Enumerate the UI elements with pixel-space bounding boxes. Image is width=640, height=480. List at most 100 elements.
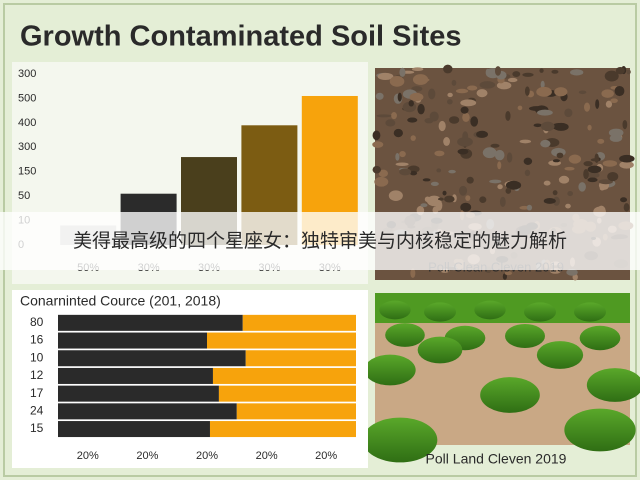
pebble [558, 175, 570, 184]
pebble [372, 165, 381, 174]
pebble [414, 77, 430, 82]
pebble [623, 203, 630, 212]
pebble [587, 177, 598, 183]
pebble [614, 85, 625, 97]
moss-mound [474, 300, 506, 320]
pebble [585, 171, 600, 179]
y-tick-label: 17 [30, 386, 44, 400]
pebble [566, 268, 578, 276]
pebble [479, 81, 496, 89]
pebble [375, 92, 384, 100]
moss-mound [524, 302, 556, 322]
pebble [460, 202, 472, 212]
pebble [424, 117, 434, 124]
pebble [540, 121, 555, 132]
pebble [594, 153, 599, 164]
pebble [504, 271, 513, 276]
pebble [554, 87, 568, 97]
pebble [619, 154, 635, 163]
pebble [598, 179, 613, 185]
moss-mound [564, 408, 636, 452]
pebble [424, 196, 431, 202]
pebble [537, 109, 553, 116]
pebble [389, 75, 405, 87]
pebble [570, 69, 584, 76]
pebble [490, 143, 500, 148]
pebble [524, 86, 530, 96]
pebble [410, 135, 416, 141]
bar-segment [245, 350, 356, 367]
pebble [460, 99, 477, 107]
bar-segment [242, 314, 356, 331]
y-tick-label: 15 [30, 421, 44, 435]
pebble [496, 81, 512, 90]
y-tick-label: 150 [18, 166, 36, 178]
bar-segment [212, 367, 356, 384]
pebble [438, 120, 446, 132]
pebble [622, 119, 628, 130]
pebble [604, 70, 619, 82]
pebble [619, 160, 634, 169]
bar-segment [58, 421, 210, 438]
pebble [376, 114, 392, 118]
pebble [399, 168, 412, 176]
x-tick-label: 20% [315, 450, 337, 462]
pebble [485, 68, 491, 76]
y-tick-label: 80 [30, 315, 44, 329]
pebble [451, 79, 457, 86]
y-tick-label: 300 [18, 141, 36, 153]
pebble [564, 166, 575, 171]
pebble [395, 153, 400, 161]
bar-segment [58, 314, 243, 331]
pebble [595, 99, 600, 109]
pebble [523, 157, 533, 165]
pebble [543, 198, 556, 204]
pebble [482, 147, 497, 159]
bar-segment [209, 421, 356, 438]
pebble [435, 200, 443, 211]
y-tick-label: 400 [18, 117, 36, 129]
banner-text: 美得最高级的四个星座女：独特审美与内核稳定的魅力解析 [73, 230, 567, 252]
moss-mound [574, 302, 606, 322]
pebble [540, 80, 545, 89]
moss-mound [586, 368, 640, 402]
pebble [374, 176, 389, 187]
pebble [457, 137, 473, 147]
pebble [605, 100, 613, 108]
pebble [556, 152, 564, 159]
pebble [408, 100, 414, 107]
pebble [583, 169, 589, 180]
pebble [443, 137, 450, 146]
pebble [620, 197, 628, 203]
pebble [506, 152, 513, 163]
pebble [497, 184, 503, 190]
pebble [551, 123, 568, 130]
x-tick-label: 20% [136, 450, 158, 462]
pebble [536, 86, 552, 97]
x-tick-label: 20% [77, 450, 99, 462]
chart-title: Conarninted Cource (201, 2018) [20, 293, 221, 309]
pebble [460, 106, 469, 114]
pebble [524, 169, 531, 177]
bar-segment [236, 403, 356, 420]
pebble [476, 89, 488, 98]
title: Growth Contaminated Soil Sites [20, 21, 462, 53]
y-tick-label: 12 [30, 368, 44, 382]
pebble [533, 123, 542, 128]
pebble [443, 64, 453, 74]
pebble [615, 66, 625, 75]
pebble [552, 159, 560, 163]
pebble [587, 165, 602, 174]
pebble [505, 187, 512, 194]
pebble [578, 90, 587, 95]
pebble [609, 134, 623, 142]
moss-mound [480, 377, 540, 413]
pebble [540, 139, 551, 148]
moss-photo [362, 293, 640, 463]
pebble [502, 273, 507, 280]
pebble [388, 190, 403, 201]
moss-mound [364, 354, 416, 386]
pebble [465, 195, 471, 201]
pebble [517, 105, 523, 111]
pebble [505, 110, 511, 121]
